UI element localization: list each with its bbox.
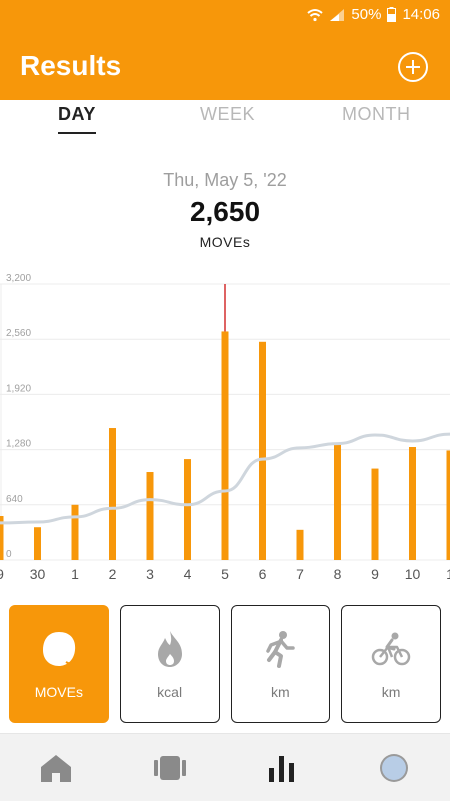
metric-moves[interactable]: MOVEs — [9, 605, 109, 723]
metric-km-bike[interactable]: km — [341, 605, 441, 723]
home-icon — [38, 752, 74, 784]
chart-bar — [34, 527, 41, 560]
x-tick-label: 5 — [221, 566, 229, 582]
x-tick-label: 10 — [405, 566, 421, 582]
x-tick-label: 1 — [71, 566, 79, 582]
nav-device[interactable] — [152, 752, 188, 784]
x-tick-label: 3 — [146, 566, 154, 582]
chart-bar — [147, 472, 154, 560]
app-bar: Results — [0, 32, 450, 100]
y-tick-label: 3,200 — [6, 273, 31, 284]
page-title: Results — [20, 50, 121, 82]
metric-kcal[interactable]: kcal — [120, 605, 220, 723]
bottom-nav — [0, 733, 450, 801]
nav-home[interactable] — [38, 752, 74, 784]
selected-date: Thu, May 5, '22 — [0, 170, 450, 191]
x-tick-label: 30 — [30, 566, 46, 582]
tab-month[interactable]: MONTH — [342, 104, 411, 125]
device-icon — [152, 752, 188, 784]
chart-bar — [334, 444, 341, 560]
chart-bar — [184, 459, 191, 560]
metric-label: MOVEs — [10, 684, 108, 700]
flame-icon — [149, 628, 191, 670]
selected-value: 2,650 — [0, 196, 450, 228]
running-person-icon — [259, 628, 301, 670]
x-tick-label: 1 — [446, 566, 450, 582]
chart-bar — [109, 428, 116, 560]
clock: 14:06 — [402, 6, 440, 23]
add-button[interactable] — [398, 52, 428, 82]
nav-results[interactable] — [264, 752, 300, 784]
x-tick-label: 8 — [334, 566, 342, 582]
profile-avatar-icon — [376, 752, 412, 784]
battery-percent: 50% — [351, 6, 381, 23]
selected-unit: MOVEs — [0, 234, 450, 250]
bicycle-icon — [370, 628, 412, 670]
chart-bar — [409, 447, 416, 560]
y-tick-label: 0 — [6, 549, 12, 560]
wifi-icon — [307, 8, 323, 22]
move-blob-icon — [38, 628, 80, 670]
metric-label: km — [342, 684, 440, 700]
x-tick-label: 9 — [371, 566, 379, 582]
x-tick-label: 4 — [184, 566, 192, 582]
tab-day[interactable]: DAY — [58, 104, 96, 125]
x-tick-label: 2 — [109, 566, 117, 582]
nav-profile[interactable] — [376, 752, 412, 784]
chart-bar — [372, 469, 379, 560]
chart-bar — [447, 450, 450, 560]
metric-selector: MOVEs kcal km km — [9, 605, 441, 723]
signal-icon — [329, 8, 345, 22]
metric-label: kcal — [121, 684, 219, 700]
x-tick-label: 6 — [259, 566, 267, 582]
y-tick-label: 1,920 — [6, 383, 31, 394]
period-tabs: DAY WEEK MONTH — [0, 100, 450, 140]
metric-km-run[interactable]: km — [231, 605, 331, 723]
status-bar: 50% 14:06 — [0, 0, 450, 32]
y-tick-label: 2,560 — [6, 328, 31, 339]
tab-week[interactable]: WEEK — [200, 104, 255, 125]
y-tick-label: 640 — [6, 494, 23, 505]
chart-bar — [72, 505, 79, 560]
chart-bar — [259, 342, 266, 560]
moves-chart[interactable]: 0 640 1,280 1,920 2,560 3,200 9 30 1 2 3 4 5 6 7 8 9 10 1 — [0, 270, 450, 590]
chart-bar — [297, 530, 304, 560]
bar-chart-icon — [264, 752, 300, 784]
chart-bar — [222, 331, 229, 560]
x-tick-label: 9 — [0, 566, 4, 582]
x-tick-label: 7 — [296, 566, 304, 582]
battery-icon — [387, 7, 396, 22]
metric-label: km — [232, 684, 330, 700]
y-tick-label: 1,280 — [6, 439, 31, 450]
